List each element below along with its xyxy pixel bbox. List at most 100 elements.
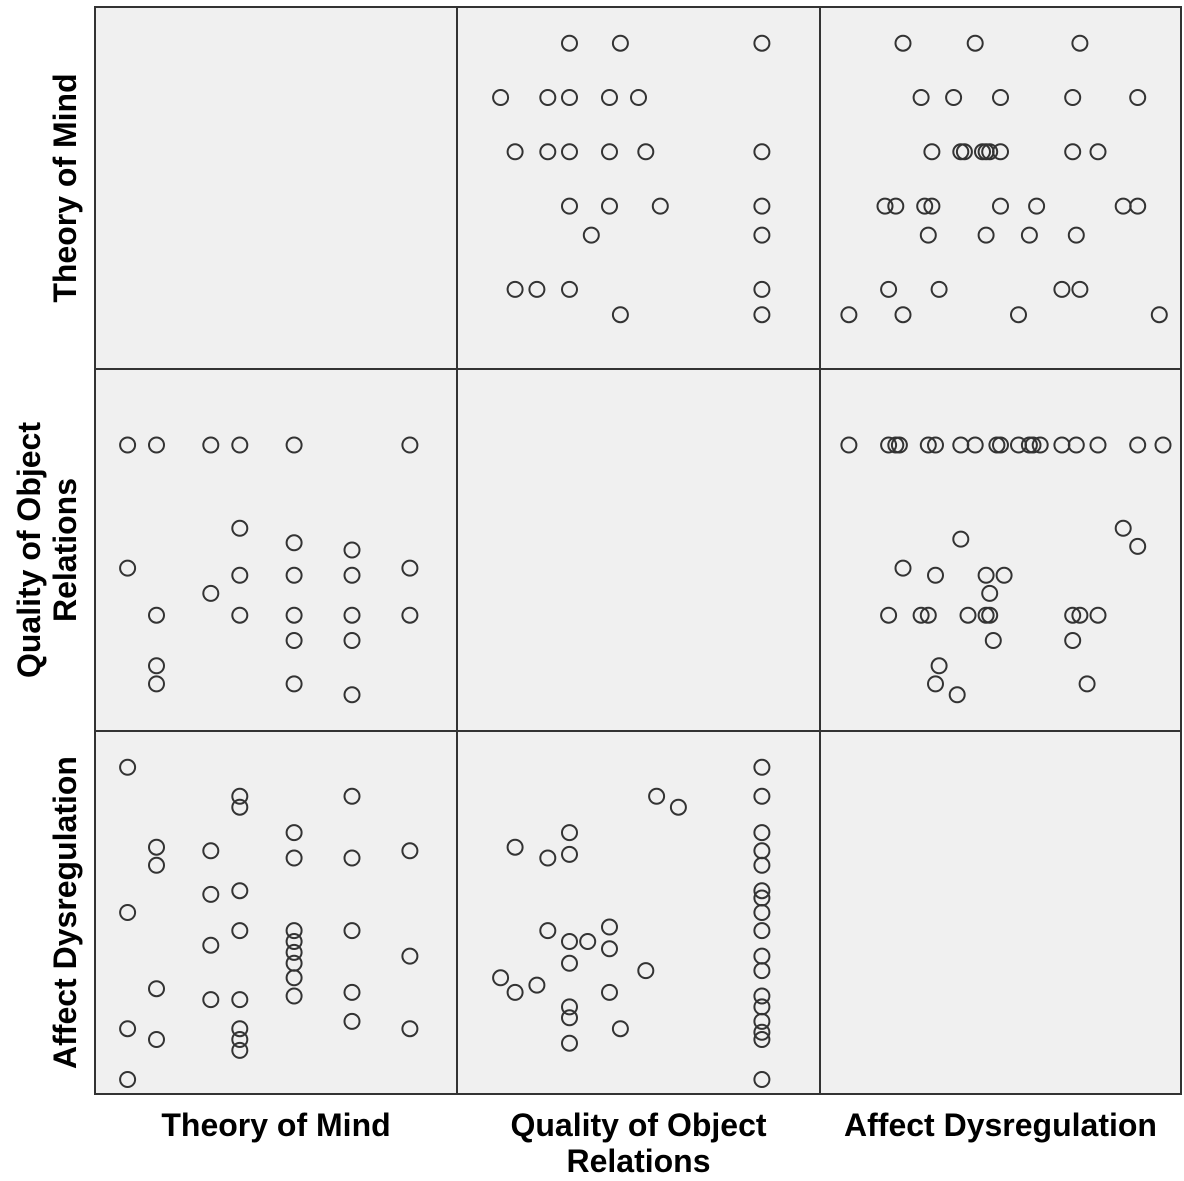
data-point (1071, 606, 1089, 624)
data-point (880, 606, 898, 624)
data-point (579, 933, 597, 950)
data-point (285, 436, 303, 454)
data-point (561, 954, 578, 972)
data-point (285, 943, 303, 961)
data-point (955, 143, 973, 161)
data-point (285, 632, 303, 649)
data-point (1064, 632, 1082, 649)
data-point (1089, 143, 1107, 161)
row-label-2: Affect Dysregulation (47, 756, 83, 1069)
data-point (401, 436, 419, 454)
data-point (977, 226, 995, 244)
data-point (561, 998, 578, 1016)
matrix-cell-r0-c1 (456, 6, 821, 370)
data-point (959, 606, 977, 624)
data-point (343, 849, 361, 867)
data-point (561, 143, 578, 161)
data-point (601, 89, 618, 106)
data-point (231, 1031, 249, 1048)
data-point (202, 436, 220, 454)
data-point (1024, 436, 1042, 454)
data-point (539, 89, 557, 106)
data-point (1089, 606, 1107, 624)
data-point (1089, 436, 1107, 454)
data-point (1154, 436, 1172, 454)
matrix-cell-r0-c0 (94, 6, 458, 370)
data-point (561, 845, 578, 863)
data-point (492, 89, 510, 106)
data-point (343, 566, 361, 584)
data-point (753, 143, 771, 161)
data-point (1064, 89, 1082, 106)
data-point (148, 980, 165, 998)
data-point (1067, 226, 1085, 244)
matrix-cells (94, 6, 1182, 1095)
data-point (285, 849, 303, 867)
data-point (601, 940, 618, 958)
data-point (492, 969, 510, 987)
data-point (611, 306, 629, 324)
matrix-cell-r2-c1 (456, 730, 821, 1095)
data-point (285, 675, 303, 693)
data-point (231, 519, 249, 537)
data-point (753, 1031, 771, 1048)
data-point (561, 1009, 578, 1027)
matrix-points (119, 34, 1172, 1088)
data-point (506, 983, 524, 1001)
data-point (231, 798, 249, 816)
data-point (539, 143, 557, 161)
col-label-line: Relations (566, 1143, 710, 1179)
data-point (840, 436, 858, 454)
data-point (948, 686, 966, 704)
data-point (601, 143, 618, 161)
data-point (506, 280, 524, 298)
data-point (919, 436, 937, 454)
data-point (923, 197, 941, 215)
col-label-line: Quality of Object (510, 1107, 766, 1143)
matrix-cell-r2-c0 (94, 730, 458, 1095)
data-point (285, 922, 303, 940)
data-point (202, 885, 220, 903)
data-point (753, 197, 771, 215)
data-point (992, 89, 1009, 106)
data-point (1067, 436, 1085, 454)
data-point (753, 856, 771, 874)
data-point (343, 787, 361, 805)
data-point (561, 280, 578, 298)
col-label-line: Theory of Mind (161, 1107, 390, 1143)
data-point (637, 143, 655, 161)
data-point (231, 566, 249, 584)
data-point (669, 798, 687, 816)
data-point (285, 824, 303, 842)
data-point (528, 976, 546, 994)
data-point (528, 280, 546, 298)
data-point (285, 566, 303, 584)
data-point (981, 606, 999, 624)
data-point (561, 34, 578, 52)
data-point (753, 280, 771, 298)
data-point (148, 606, 165, 624)
data-point (601, 197, 618, 215)
data-point (1150, 306, 1168, 324)
data-point (231, 787, 249, 805)
data-point (1010, 306, 1027, 324)
data-point (1064, 143, 1082, 161)
data-point (637, 962, 655, 980)
data-point (401, 842, 419, 860)
data-point (753, 922, 771, 940)
data-point (401, 559, 419, 577)
data-point (1028, 197, 1046, 215)
data-point (611, 34, 629, 52)
data-point (148, 838, 165, 856)
data-point (202, 584, 220, 602)
data-point (945, 89, 963, 106)
data-point (119, 1071, 137, 1088)
data-point (753, 787, 771, 805)
data-point (561, 197, 578, 215)
data-point (912, 89, 930, 106)
data-point (894, 559, 912, 577)
data-point (561, 933, 578, 950)
data-point (984, 632, 1002, 649)
